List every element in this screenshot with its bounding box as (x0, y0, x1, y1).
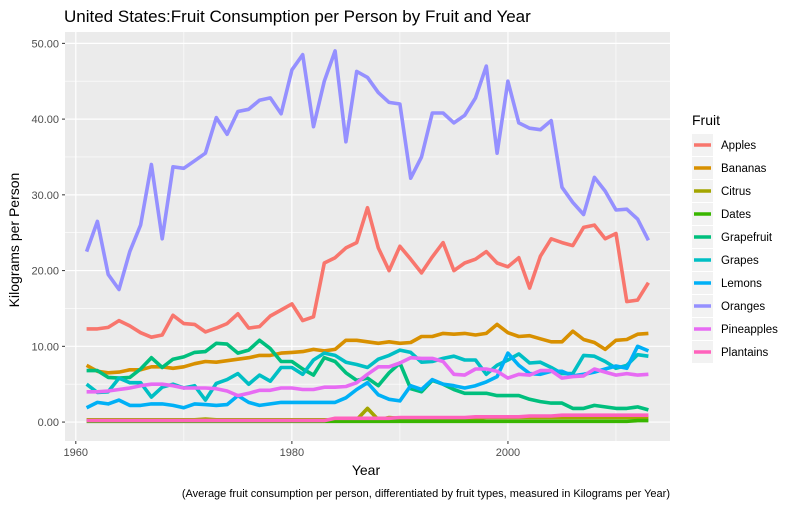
series-line-pineapples (86, 355, 649, 398)
legend-item-grapefruit: Grapefruit (692, 226, 773, 248)
legend-item-oranges: Oranges (692, 295, 765, 317)
legend-item-apples: Apples (692, 134, 756, 156)
y-tick-label: 20.00 (31, 266, 59, 278)
legend-item-citrus: Citrus (692, 180, 751, 202)
y-axis-title: Kilograms per Person (6, 173, 22, 308)
series-line-bananas (85, 322, 649, 375)
series-line-plantains (86, 413, 649, 423)
x-axis-title: Year (352, 462, 381, 478)
legend-label: Grapes (721, 255, 759, 267)
series-line-grapefruit (86, 338, 649, 412)
y-tick-label: 30.00 (31, 190, 59, 202)
legend-item-bananas: Bananas (692, 157, 767, 179)
series-line-apples (86, 205, 650, 340)
y-tick-label: 40.00 (31, 114, 59, 126)
chart-caption: (Average fruit consumption per person, d… (182, 488, 670, 500)
series-line-oranges (84, 49, 651, 292)
x-axis: 1960 1980 2000 (64, 441, 520, 459)
legend-label: Citrus (721, 186, 751, 198)
y-tick-label: 10.00 (31, 341, 59, 353)
legend-label: Grapefruit (721, 232, 773, 244)
legend-item-grapes: Grapes (692, 249, 759, 271)
legend-item-plantains: Plantains (692, 341, 769, 363)
chart-title: United States:Fruit Consumption per Pers… (64, 7, 531, 26)
legend-label: Plantains (721, 347, 769, 359)
legend-label: Pineapples (721, 324, 778, 336)
legend-title: Fruit (692, 112, 720, 128)
legend-item-dates: Dates (692, 203, 751, 225)
legend-label: Lemons (721, 278, 762, 290)
legend-item-pineapples: Pineapples (692, 318, 778, 340)
y-axis: 0.00 10.00 20.00 30.00 40.00 50.00 (31, 38, 65, 429)
x-tick-label: 1960 (64, 447, 88, 459)
legend-label: Dates (721, 209, 751, 221)
x-tick-label: 2000 (496, 447, 520, 459)
y-tick-label: 0.00 (38, 417, 59, 429)
series-lines (84, 49, 651, 424)
legend-item-lemons: Lemons (692, 272, 762, 294)
legend: Fruit Apples Bananas Citrus Dates Grapefruit… (692, 112, 778, 363)
legend-label: Bananas (721, 163, 767, 175)
x-tick-label: 1980 (280, 447, 304, 459)
y-tick-label: 50.00 (31, 38, 59, 50)
legend-label: Apples (721, 140, 756, 152)
legend-label: Oranges (721, 301, 765, 313)
